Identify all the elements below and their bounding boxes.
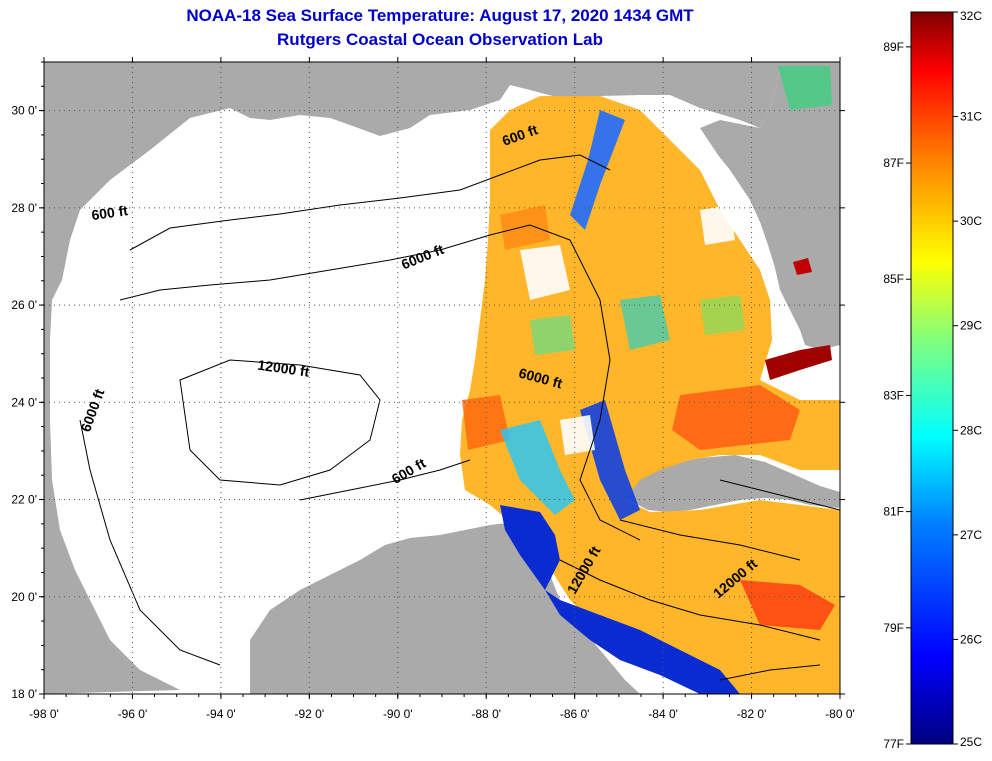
y-tick-label: 24 0' (11, 395, 37, 409)
latitude-axis: 18 0' 20 0' 22 0' 24 0' 26 0' 28 0' 30 0' (11, 61, 845, 701)
x-tick-label: -80 0' (825, 707, 855, 721)
colorbar-celsius-labels: 32C 31C 30C 29C 28C 27C 26C 25C (953, 9, 982, 749)
colorbar-f-label: 81F (883, 505, 904, 519)
x-tick-label: -88 0' (471, 707, 501, 721)
bathymetry-contours (79, 154, 840, 681)
x-tick-label: -82 0' (737, 707, 767, 721)
x-tick-label: -94 0' (206, 707, 236, 721)
y-tick-label: 18 0' (11, 687, 37, 701)
y-tick-label: 22 0' (11, 493, 37, 507)
contour-label: 12000 ft (257, 357, 311, 380)
colorbar-f-label: 85F (883, 272, 904, 286)
temperature-colorbar: 32C 31C 30C 29C 28C 27C 26C 25C 89F 87F 85F 83F 81F… (883, 9, 982, 751)
x-tick-label: -92 0' (295, 707, 325, 721)
x-tick-label: -98 0' (29, 707, 59, 721)
us-gulf-coast-land (44, 62, 840, 694)
map-subtitle: Rutgers Coastal Ocean Observation Lab (277, 30, 603, 49)
map-title: NOAA-18 Sea Surface Temperature: August … (186, 6, 694, 25)
colorbar-f-label: 87F (883, 156, 904, 170)
colorbar-c-label: 25C (960, 735, 982, 749)
colorbar-f-label: 79F (883, 621, 904, 635)
x-tick-label: -96 0' (118, 707, 148, 721)
colorbar-c-label: 26C (960, 632, 982, 646)
colorbar-f-label: 77F (883, 737, 904, 751)
colorbar-gradient (910, 11, 954, 745)
x-tick-label: -84 0' (648, 707, 678, 721)
colorbar-c-label: 27C (960, 528, 982, 542)
colorbar-f-label: 89F (883, 40, 904, 54)
y-tick-label: 26 0' (11, 298, 37, 312)
y-tick-label: 30 0' (11, 104, 37, 118)
y-tick-label: 28 0' (11, 201, 37, 215)
contour-label: 600 ft (90, 202, 129, 223)
colorbar-c-label: 32C (960, 9, 982, 23)
sst-data-swath (460, 66, 840, 694)
florida-land (700, 70, 840, 350)
colorbar-c-label: 29C (960, 319, 982, 333)
x-tick-label: -86 0' (560, 707, 590, 721)
colorbar-c-label: 30C (960, 214, 982, 228)
longitude-axis: -98 0' -96 0' -94 0' -92 0' -90 0' -88 0' -86 … (29, 57, 855, 721)
colorbar-c-label: 31C (960, 110, 982, 124)
map-grid (44, 62, 840, 694)
colorbar-f-label: 83F (883, 388, 904, 402)
x-tick-label: -90 0' (383, 707, 413, 721)
colorbar-c-label: 28C (960, 423, 982, 437)
colorbar-fahrenheit-labels: 89F 87F 85F 83F 81F 79F 77F (883, 40, 911, 751)
y-tick-label: 20 0' (11, 590, 37, 604)
